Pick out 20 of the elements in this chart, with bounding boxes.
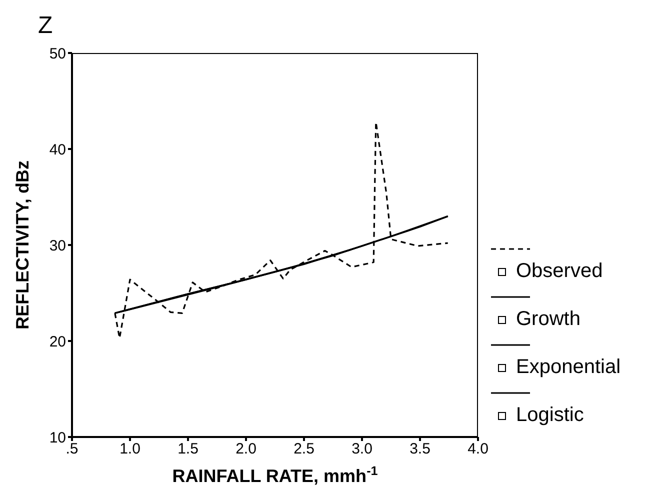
x-tick-label: 2.5 <box>294 440 314 458</box>
legend-label: Logistic <box>516 404 584 427</box>
x-axis-title: RAINFALL RATE, mmh$^{-1}$ <box>172 464 378 486</box>
x-tick-label: 3.5 <box>410 440 430 458</box>
y-tick-label: 20 <box>49 333 66 350</box>
x-tick-label: 3.0 <box>352 440 372 458</box>
y-tick-label: 30 <box>49 237 66 254</box>
y-axis-title: REFLECTIVITY, dBz <box>12 160 32 330</box>
x-tick-label: 4.0 <box>468 440 488 458</box>
x-tick-label: .5 <box>66 440 78 458</box>
y-tick-label: 10 <box>49 429 66 446</box>
chart-title: Z <box>38 12 53 40</box>
legend-label: Growth <box>516 308 580 331</box>
x-tick-label: 1.0 <box>120 440 140 458</box>
y-tick-label: 50 <box>49 45 66 62</box>
x-tick-label: 2.0 <box>236 440 256 458</box>
x-tick-label: 1.5 <box>178 440 198 458</box>
legend-label: Observed <box>516 260 603 283</box>
y-tick-label: 40 <box>49 141 66 158</box>
legend-label: Exponential <box>516 356 621 379</box>
